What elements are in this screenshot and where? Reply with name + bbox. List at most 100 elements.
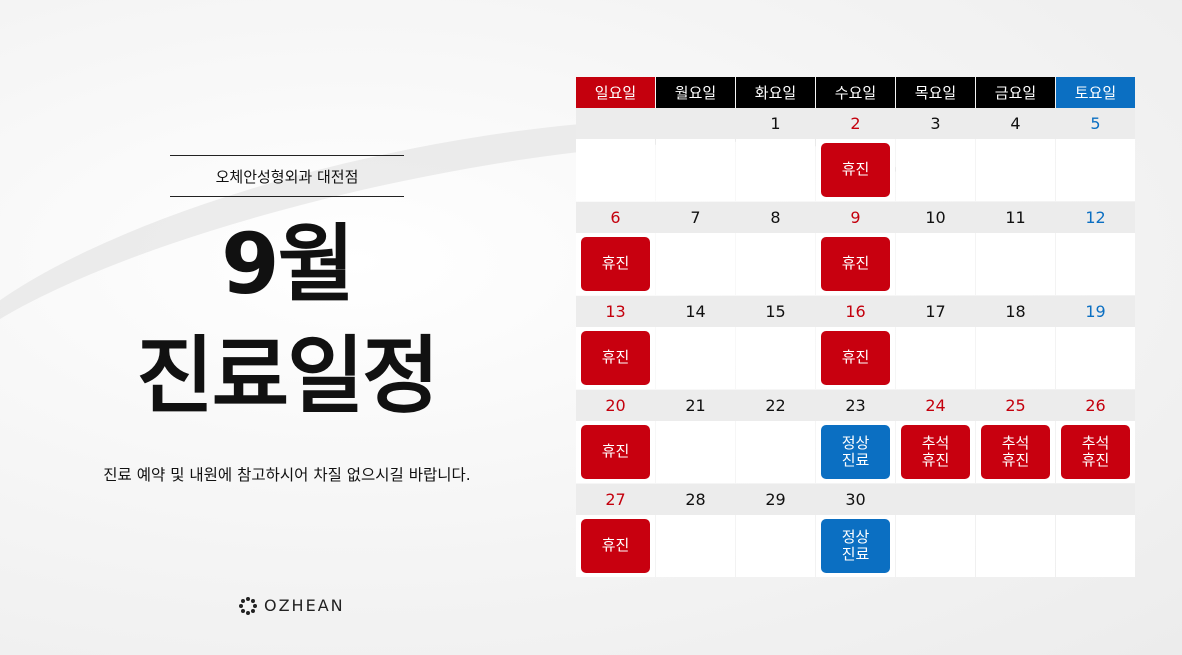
day-cell — [736, 421, 815, 483]
status-badge: 정상 진료 — [821, 519, 890, 573]
status-text: 휴진 — [841, 254, 870, 273]
day-cell — [736, 327, 815, 389]
date-number: 5 — [1090, 114, 1101, 133]
status-badge: 추석 휴진 — [901, 425, 970, 479]
status-text: 휴진 — [841, 160, 870, 179]
day-cell — [1056, 139, 1135, 201]
date-number: 22 — [765, 396, 786, 415]
status-text: 추석 — [1081, 433, 1110, 452]
date-number: 16 — [845, 302, 866, 321]
date-row — [576, 484, 1135, 515]
date-number: 23 — [845, 396, 866, 415]
date-number: 9 — [850, 208, 861, 227]
date-number: 8 — [770, 208, 781, 227]
date-row — [576, 296, 1135, 327]
date-number: 3 — [930, 114, 941, 133]
date-row — [576, 390, 1135, 421]
date-number: 15 — [765, 302, 786, 321]
status-text: 휴진 — [601, 442, 630, 461]
status-badge: 휴진 — [581, 331, 650, 385]
status-text: 추석 — [921, 433, 950, 452]
day-cell — [656, 139, 735, 201]
status-text: 추석 — [1001, 433, 1030, 452]
status-badge: 정상 진료 — [821, 425, 890, 479]
date-number: 11 — [1005, 208, 1026, 227]
status-badge: 휴진 — [821, 143, 890, 197]
date-row — [576, 108, 1135, 139]
day-cell — [736, 515, 815, 577]
date-number: 17 — [925, 302, 946, 321]
status-text: 휴진 — [1081, 451, 1110, 469]
status-badge: 휴진 — [821, 331, 890, 385]
weekday-header: 화요일 — [736, 77, 815, 108]
day-cell — [896, 327, 975, 389]
day-cell — [576, 139, 655, 201]
date-number: 2 — [850, 114, 861, 133]
title: 9월 — [221, 215, 355, 313]
day-cell — [976, 233, 1055, 295]
weekday-header: 목요일 — [896, 77, 975, 108]
status-badge: 추석 휴진 — [981, 425, 1050, 479]
day-cell — [976, 327, 1055, 389]
date-number: 21 — [685, 396, 706, 415]
date-number: 13 — [605, 302, 626, 321]
status-badge: 휴진 — [581, 519, 650, 573]
status-text: 휴진 — [601, 536, 630, 555]
status-text: 휴진 — [921, 451, 950, 469]
date-number: 30 — [845, 490, 866, 509]
date-number: 6 — [610, 208, 621, 227]
date-number: 25 — [1005, 396, 1026, 415]
day-cell — [976, 515, 1055, 577]
status-text: 휴진 — [841, 348, 870, 367]
date-number: 24 — [925, 396, 946, 415]
divider — [170, 155, 404, 156]
day-cell — [896, 233, 975, 295]
weekday-header: 금요일 — [976, 77, 1055, 108]
date-number: 28 — [685, 490, 706, 509]
day-cell — [896, 139, 975, 201]
date-number: 20 — [605, 396, 626, 415]
status-text: 진료 — [841, 451, 870, 469]
date-number: 18 — [1005, 302, 1026, 321]
date-row — [576, 202, 1135, 233]
title: 진료일정 — [136, 327, 439, 425]
status-badge: 휴진 — [581, 237, 650, 291]
weekday-header: 토요일 — [1056, 77, 1135, 108]
day-cell — [736, 233, 815, 295]
clinic-name: 오체안성형외과 대전점 — [215, 168, 359, 186]
date-number: 29 — [765, 490, 786, 509]
status-text: 휴진 — [601, 348, 630, 367]
logo-text: OZHEAN — [264, 596, 345, 615]
date-number: 4 — [1010, 114, 1021, 133]
weekday-header: 월요일 — [656, 77, 735, 108]
date-number: 10 — [925, 208, 946, 227]
day-cell — [896, 515, 975, 577]
day-cell — [1056, 515, 1135, 577]
day-cell — [736, 139, 815, 201]
divider — [170, 196, 404, 197]
status-text: 휴진 — [1001, 451, 1030, 469]
date-number: 19 — [1085, 302, 1106, 321]
day-cell — [976, 139, 1055, 201]
date-number: 7 — [690, 208, 701, 227]
status-text: 휴진 — [601, 254, 630, 273]
date-number: 26 — [1085, 396, 1106, 415]
date-number: 14 — [685, 302, 706, 321]
weekday-header: 수요일 — [816, 77, 895, 108]
day-cell — [656, 327, 735, 389]
logo-icon — [239, 597, 257, 615]
description: 진료 예약 및 내원에 참고하시어 차질 없으시길 바랍니다. — [103, 466, 471, 484]
date-number: 1 — [770, 114, 781, 133]
status-badge: 휴진 — [581, 425, 650, 479]
status-text: 진료 — [841, 545, 870, 563]
day-cell — [656, 233, 735, 295]
date-number: 12 — [1085, 208, 1106, 227]
status-badge: 휴진 — [821, 237, 890, 291]
status-text: 정상 — [841, 527, 870, 546]
day-cell — [656, 515, 735, 577]
date-number: 27 — [605, 490, 626, 509]
status-badge: 추석 휴진 — [1061, 425, 1130, 479]
day-cell — [1056, 327, 1135, 389]
status-text: 정상 — [841, 433, 870, 452]
